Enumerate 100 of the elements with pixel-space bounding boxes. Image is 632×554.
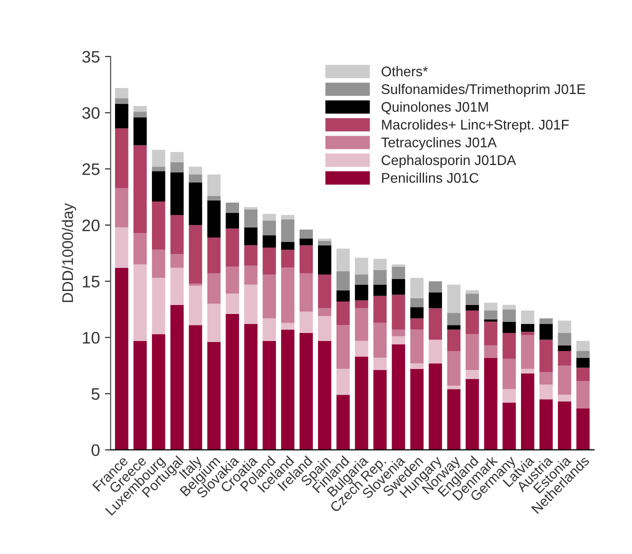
bar xyxy=(207,174,221,196)
legend-label: Others* xyxy=(382,66,428,76)
bar xyxy=(447,350,460,386)
y-tick-label: 0 xyxy=(92,444,100,456)
bar xyxy=(392,344,406,450)
bar xyxy=(428,292,442,308)
bar xyxy=(373,370,387,450)
bar xyxy=(484,322,498,346)
bar xyxy=(558,320,572,333)
bar xyxy=(226,266,240,294)
bar xyxy=(502,322,516,333)
bar xyxy=(576,368,590,382)
bar xyxy=(226,202,240,213)
bar xyxy=(226,294,240,314)
bar xyxy=(152,250,166,278)
bar xyxy=(152,334,166,450)
bar xyxy=(392,279,406,295)
bar xyxy=(484,345,498,358)
bar xyxy=(502,309,516,322)
bar xyxy=(188,174,202,182)
y-axis-title: DDD/1000/day xyxy=(62,203,76,302)
bar xyxy=(170,172,184,215)
bar xyxy=(521,373,534,450)
bar xyxy=(502,358,516,390)
y-tick-label: 20 xyxy=(82,219,100,232)
bar xyxy=(281,214,294,220)
bar xyxy=(262,274,276,318)
bar xyxy=(558,366,572,395)
bar xyxy=(318,240,332,246)
bar xyxy=(373,270,387,285)
bar xyxy=(502,304,516,310)
bar xyxy=(484,302,498,310)
bar xyxy=(336,325,350,369)
bar xyxy=(207,200,221,238)
bar xyxy=(115,227,128,268)
bar xyxy=(281,330,294,450)
bar xyxy=(281,268,294,323)
legend-label: Tetracyclines J01A xyxy=(381,137,497,150)
legend-label: Cephalosporin J01DA xyxy=(382,154,516,168)
bar xyxy=(318,340,332,450)
bar xyxy=(539,384,553,400)
bar xyxy=(244,245,258,266)
bar xyxy=(447,330,460,351)
bar xyxy=(262,340,276,450)
y-tick-label: 35 xyxy=(82,50,100,63)
bar xyxy=(300,238,313,246)
bar xyxy=(354,356,368,450)
bar xyxy=(281,242,294,250)
bar xyxy=(226,314,240,450)
bar xyxy=(152,171,166,202)
bar xyxy=(521,368,534,374)
bar xyxy=(244,209,258,228)
bar xyxy=(502,402,516,450)
bar xyxy=(207,196,221,200)
bar xyxy=(392,266,406,280)
bar xyxy=(281,250,294,268)
bar xyxy=(207,237,221,274)
bar xyxy=(262,220,276,236)
bar xyxy=(373,296,387,323)
bar xyxy=(410,330,424,364)
bar xyxy=(354,340,368,357)
bar xyxy=(410,298,424,308)
bar xyxy=(354,300,368,308)
bar xyxy=(392,294,406,330)
bar xyxy=(392,330,406,336)
bar xyxy=(392,336,406,344)
bar xyxy=(466,310,479,334)
bar xyxy=(115,104,128,128)
bar xyxy=(521,310,534,324)
bar xyxy=(502,332,516,359)
bar xyxy=(466,370,479,380)
bar xyxy=(410,307,424,318)
bar xyxy=(410,363,424,369)
bar xyxy=(521,324,534,332)
bar xyxy=(521,332,534,336)
bar xyxy=(152,150,166,167)
bar xyxy=(262,235,276,248)
bar xyxy=(152,166,166,172)
bar xyxy=(447,386,460,390)
bar xyxy=(336,394,350,450)
bar xyxy=(300,332,313,450)
bar xyxy=(410,278,424,298)
bar xyxy=(336,248,350,272)
bar xyxy=(318,274,332,308)
bar xyxy=(300,245,313,274)
bar xyxy=(318,308,332,316)
bar xyxy=(244,284,258,324)
y-tick-label: 15 xyxy=(82,276,100,288)
legend-label: Sulfonamides/Trimethoprim J01E xyxy=(382,84,586,97)
bar xyxy=(133,340,147,450)
bar xyxy=(466,294,479,305)
legend-label: Macrolides+ Linc+Strept. J01F xyxy=(382,119,569,132)
bar xyxy=(539,399,553,450)
bar xyxy=(281,322,294,330)
bar xyxy=(226,212,240,228)
bar xyxy=(133,145,147,233)
bar xyxy=(466,304,479,310)
bar xyxy=(576,408,590,450)
y-tick-label: 10 xyxy=(82,332,100,344)
bar xyxy=(539,372,553,385)
